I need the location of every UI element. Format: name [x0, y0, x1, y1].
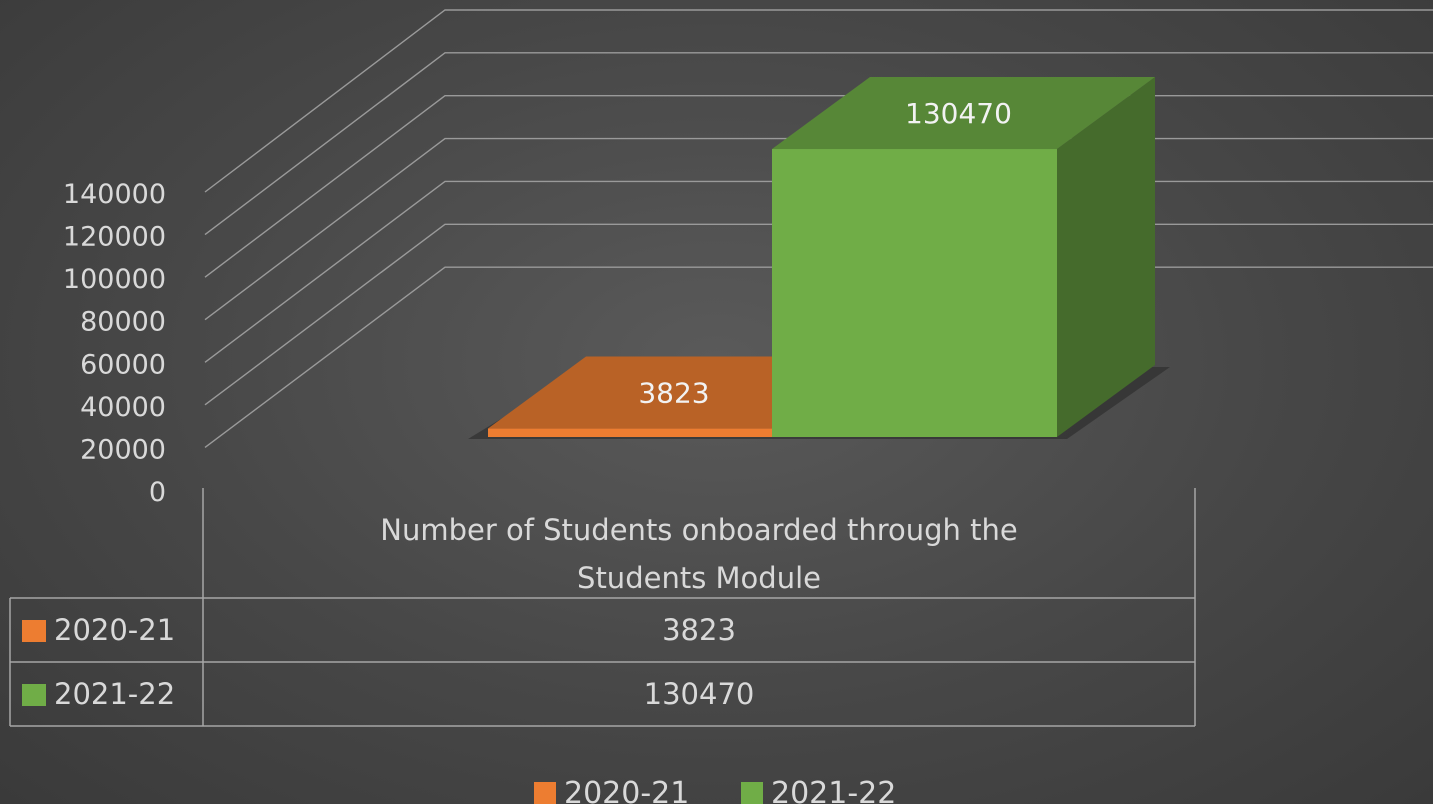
- legend: 2020-21 2021-22: [534, 776, 896, 804]
- bar-2021-22: [772, 77, 1155, 438]
- bar-top-2021-22: [772, 77, 1155, 150]
- data-table: Number of Students onboarded through the…: [9, 488, 1196, 727]
- legend-key-2020-21: [534, 782, 556, 804]
- y-tick-label-20000: 20000: [80, 434, 166, 465]
- table-category-label: Students Module: [577, 561, 821, 595]
- bar-side-2021-22: [1057, 77, 1155, 438]
- data-label-2020-21: 3823: [638, 377, 709, 410]
- gridline-120000: [204, 52, 1433, 236]
- bars: 3823 130470: [468, 77, 1170, 439]
- y-axis: 0 20000 40000 60000 80000 100000 120000 140000: [63, 179, 166, 508]
- bar-front-2021-22: [772, 149, 1057, 438]
- legend-key-2021-22: [741, 782, 763, 804]
- y-tick-label-0: 0: [149, 477, 166, 508]
- legend-label-2020-21: 2020-21: [564, 776, 689, 804]
- table-series-name-2021-22: 2021-22: [54, 677, 175, 711]
- y-tick-label-80000: 80000: [80, 307, 166, 338]
- y-tick-label-140000: 140000: [63, 179, 166, 210]
- y-tick-label-100000: 100000: [63, 264, 166, 295]
- table-series-name-2020-21: 2020-21: [54, 613, 175, 647]
- y-tick-label-120000: 120000: [63, 222, 166, 253]
- gridline-140000: [204, 9, 1433, 193]
- table-value-2020-21: 3823: [662, 613, 736, 647]
- table-legend-key-2021-22: [22, 684, 46, 706]
- table-value-2021-22: 130470: [644, 677, 755, 711]
- legend-label-2021-22: 2021-22: [771, 776, 896, 804]
- table-category-label: Number of Students onboarded through the: [380, 513, 1017, 547]
- data-label-2021-22: 130470: [905, 97, 1012, 130]
- y-tick-label-60000: 60000: [80, 349, 166, 380]
- y-tick-label-40000: 40000: [80, 392, 166, 423]
- bar-front-2020-21: [488, 428, 772, 437]
- gridlines: [204, 9, 1433, 448]
- table-legend-key-2020-21: [22, 620, 46, 642]
